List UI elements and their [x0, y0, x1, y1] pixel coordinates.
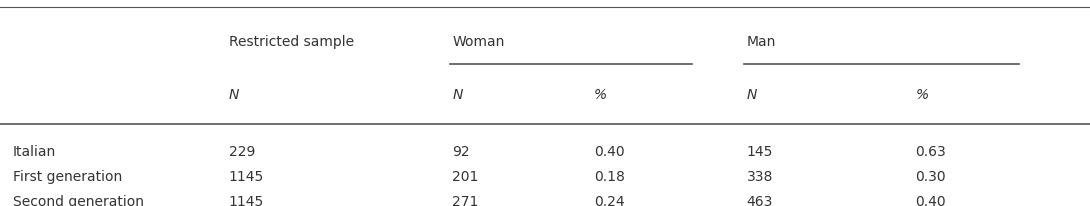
Text: First generation: First generation [13, 170, 122, 184]
Text: 0.18: 0.18 [594, 170, 625, 184]
Text: Man: Man [747, 35, 776, 49]
Text: Second generation: Second generation [13, 195, 144, 206]
Text: 0.40: 0.40 [916, 195, 946, 206]
Text: 0.63: 0.63 [916, 145, 946, 159]
Text: %: % [594, 88, 607, 102]
Text: 92: 92 [452, 145, 470, 159]
Text: N: N [747, 88, 758, 102]
Text: 0.24: 0.24 [594, 195, 625, 206]
Text: Restricted sample: Restricted sample [229, 35, 354, 49]
Text: Woman: Woman [452, 35, 505, 49]
Text: Italian: Italian [13, 145, 57, 159]
Text: N: N [452, 88, 463, 102]
Text: 338: 338 [747, 170, 773, 184]
Text: 1145: 1145 [229, 170, 264, 184]
Text: N: N [229, 88, 240, 102]
Text: 201: 201 [452, 170, 479, 184]
Text: %: % [916, 88, 929, 102]
Text: 145: 145 [747, 145, 773, 159]
Text: 1145: 1145 [229, 195, 264, 206]
Text: 271: 271 [452, 195, 479, 206]
Text: 0.30: 0.30 [916, 170, 946, 184]
Text: 229: 229 [229, 145, 255, 159]
Text: 0.40: 0.40 [594, 145, 625, 159]
Text: 463: 463 [747, 195, 773, 206]
